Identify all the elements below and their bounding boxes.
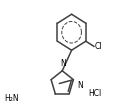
- Text: H₂N: H₂N: [4, 94, 19, 103]
- Text: HCl: HCl: [88, 89, 101, 98]
- Text: N: N: [77, 81, 83, 90]
- Text: Cl: Cl: [94, 42, 102, 51]
- Text: N: N: [60, 59, 66, 68]
